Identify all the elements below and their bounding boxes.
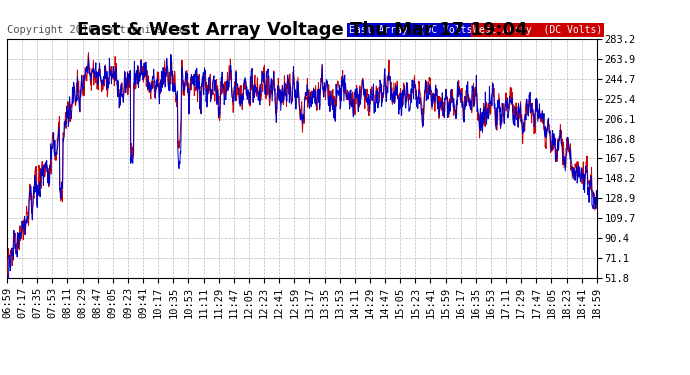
Text: West Array  (DC Volts): West Array (DC Volts)	[473, 25, 602, 34]
Text: Copyright 2016 Cartronics.com: Copyright 2016 Cartronics.com	[7, 25, 188, 34]
Text: East Array  (DC Volts): East Array (DC Volts)	[349, 25, 478, 34]
Title: East & West Array Voltage Thu Mar 17 19:04: East & West Array Voltage Thu Mar 17 19:…	[77, 21, 527, 39]
